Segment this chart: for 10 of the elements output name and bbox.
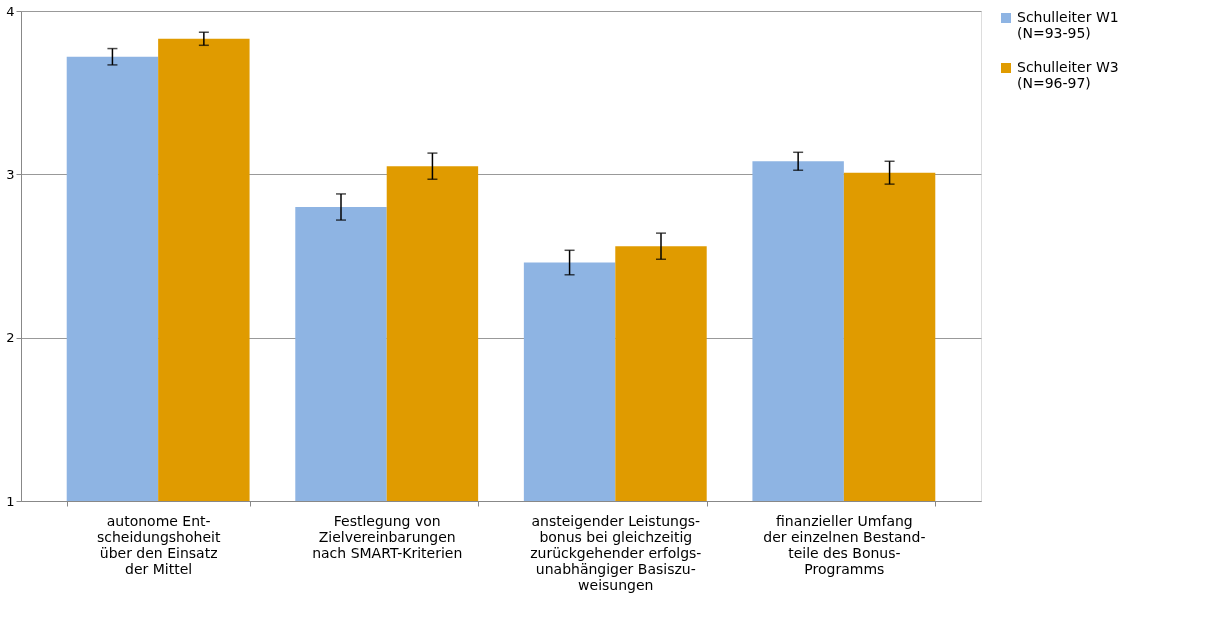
x-tick-label: ansteigender Leistungs- bonus bei gleichzeitig zurückgehender erfolgs- unabhängiger Basiszu- weisungen <box>530 512 702 593</box>
legend-label: Schulleiter W1 (N=93-95) <box>1017 9 1119 41</box>
y-tick-label: 4 <box>6 3 15 19</box>
legend-label: Schulleiter W3 (N=96-97) <box>1017 59 1119 91</box>
y-tick-label: 3 <box>6 166 15 182</box>
x-tick-label: autonome Ent- scheidungshoheit über den Einsatz der Mittel <box>96 512 221 577</box>
y-tick-label: 1 <box>6 493 15 509</box>
x-tick-label: finanzieller Umfang der einzelnen Bestand- teile des Bonus- Programms <box>763 512 926 577</box>
y-tick-label: 2 <box>6 330 15 346</box>
x-tick-label: Festlegung von Zielvereinbarungen nach SMART-Kriterien <box>312 512 463 561</box>
